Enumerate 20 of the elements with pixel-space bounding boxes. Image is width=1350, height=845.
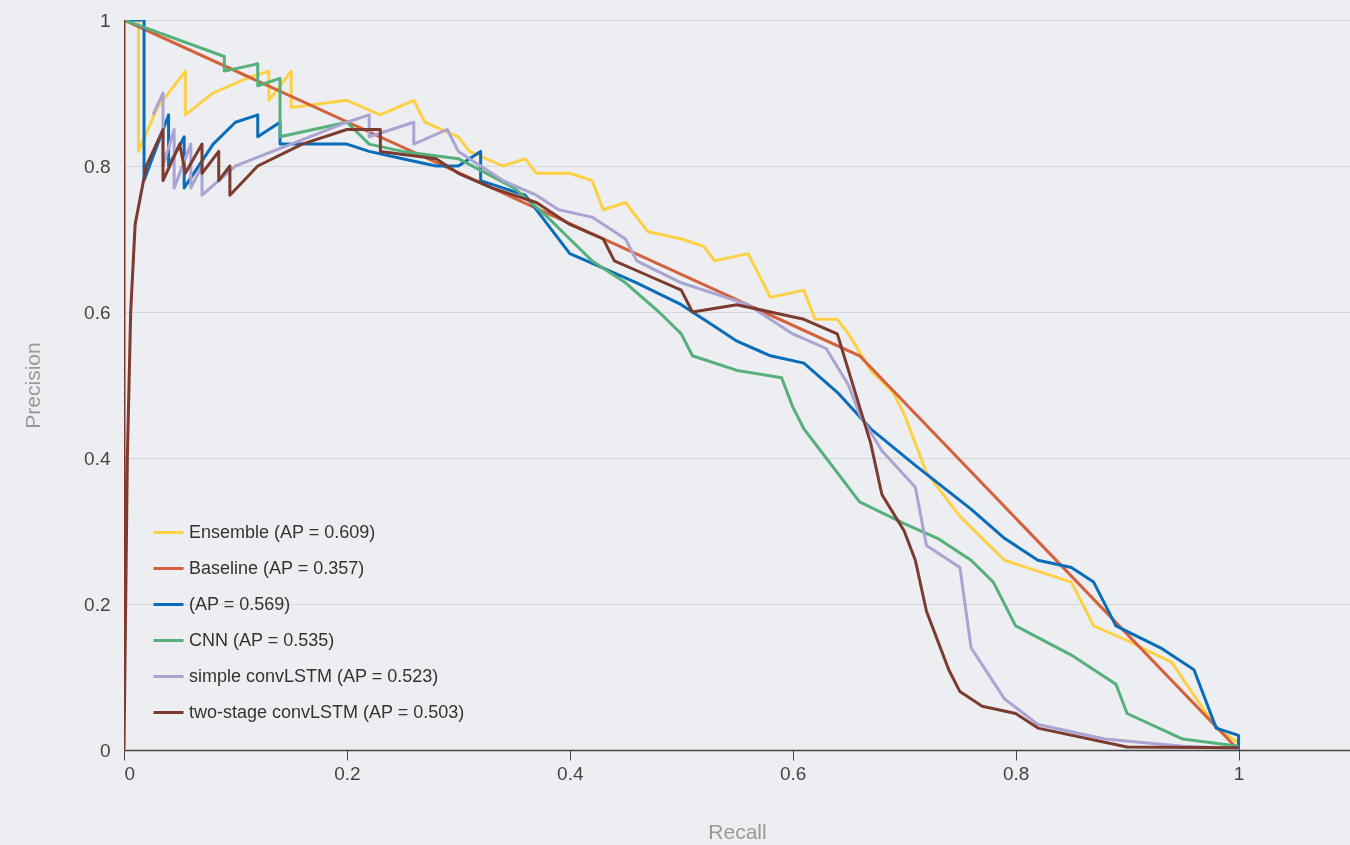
y-axis-title: Precision [21, 342, 45, 429]
x-tick-label: 0.8 [1002, 762, 1030, 784]
y-tick-label: 1 [99, 9, 111, 31]
x-tick-label: 0 [124, 762, 136, 784]
x-tick-label: 0.6 [780, 762, 807, 784]
y-tick-label: 0.6 [84, 301, 111, 323]
x-tick-label: 0.4 [557, 762, 584, 784]
y-tick-label: 0.4 [84, 447, 111, 469]
legend-label: simple convLSTM (AP = 0.523) [189, 665, 439, 686]
x-tick-label: 0.2 [334, 762, 361, 784]
y-tick-label: 0.2 [84, 593, 111, 615]
legend-label: (AP = 0.569) [189, 593, 291, 614]
x-axis-title: Recall [708, 819, 767, 843]
y-tick-label: 0.8 [84, 155, 111, 177]
legend-label: Ensemble (AP = 0.609) [189, 521, 376, 542]
legend-label: CNN (AP = 0.535) [189, 629, 335, 650]
x-tick-label: 1 [1233, 762, 1245, 784]
y-tick-label: 0 [99, 739, 111, 761]
legend-label: Baseline (AP = 0.357) [189, 557, 365, 578]
legend-label: two-stage convLSTM (AP = 0.503) [189, 701, 465, 722]
